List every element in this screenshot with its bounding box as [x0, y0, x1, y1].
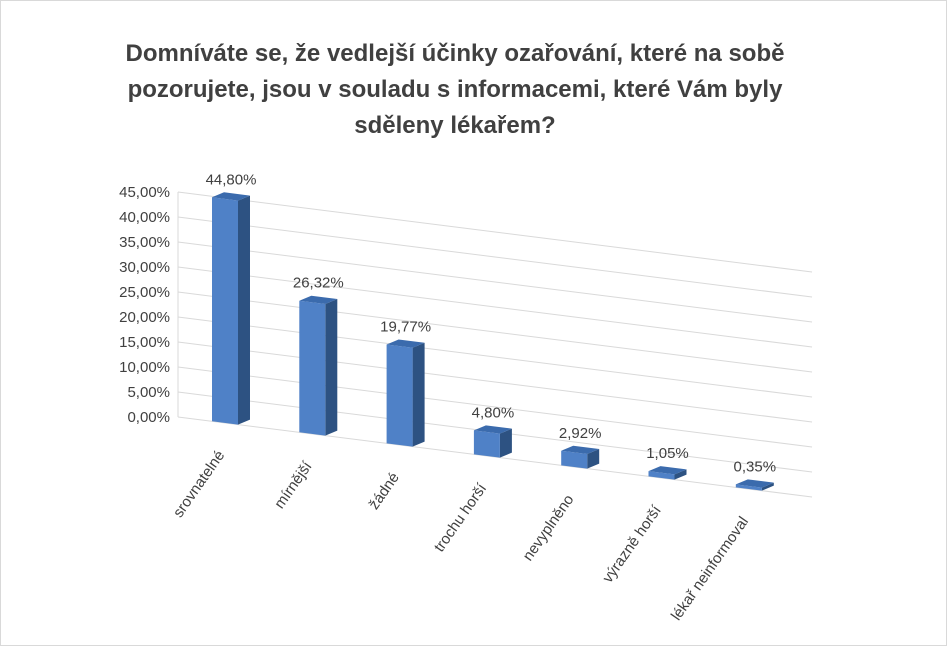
- category-label-3: trochu horší: [431, 480, 491, 555]
- bar-top-5: [648, 466, 687, 475]
- bar-front-4: [561, 450, 588, 469]
- gridline-6: [177, 266, 813, 348]
- bar-side-2: [412, 342, 425, 447]
- bar-3: [473, 425, 512, 458]
- bar-top-4: [561, 445, 600, 455]
- bar-side-3: [499, 428, 512, 458]
- bar-side-5: [674, 469, 687, 480]
- category-label-5: výrazně horší: [599, 502, 665, 586]
- bar-top-3: [473, 425, 512, 434]
- chart-title-line-2: pozorujete, jsou v souladu s informacemi…: [127, 76, 783, 103]
- data-label-1: 26,32%: [293, 275, 344, 292]
- y-tick-label-3: 15,00%: [119, 334, 170, 351]
- bars: [212, 192, 774, 491]
- bar-side-1: [325, 298, 338, 436]
- gridline-5: [177, 291, 813, 373]
- bar-side-6: [761, 482, 774, 491]
- y-tick-label-7: 35,00%: [119, 234, 170, 251]
- y-tick-label-6: 30,00%: [119, 259, 170, 276]
- bar-front-1: [299, 300, 326, 436]
- bar-top-6: [735, 479, 774, 488]
- bar-side-0: [238, 195, 250, 425]
- gridline-9: [177, 191, 813, 273]
- bar-6: [735, 479, 774, 491]
- chart-title-line-3: sděleny lékařem?: [354, 112, 556, 139]
- bar-front-0: [212, 197, 238, 425]
- y-axis-ticks: 0,00% 5,00% 10,00% 15,00% 20,00% 25,00% 30,00%…: [119, 184, 170, 426]
- bar-1: [299, 295, 338, 436]
- y-tick-label-0: 0,00%: [127, 409, 170, 426]
- gridline-7: [177, 241, 813, 323]
- y-tick-label-1: 5,00%: [127, 384, 170, 401]
- y-tick-label-4: 20,00%: [119, 309, 170, 326]
- bar-top-0: [212, 192, 250, 201]
- chart-title: Domníváte se, že vedlejší účinky ozařová…: [60, 36, 850, 144]
- gridline-4: [177, 316, 813, 398]
- y-tick-label-8: 40,00%: [119, 209, 170, 226]
- category-label-6: lékař neinformoval: [668, 514, 752, 624]
- bar-side-4: [587, 449, 600, 469]
- bar-top-2: [386, 339, 425, 348]
- gridline-8: [177, 216, 813, 298]
- data-label-2: 19,77%: [380, 318, 431, 335]
- category-label-1: mírnější: [271, 458, 316, 512]
- bar-5: [648, 466, 687, 480]
- bar-top-1: [299, 295, 338, 304]
- bar-front-5: [648, 471, 675, 480]
- data-label-0: 44,80%: [206, 171, 257, 188]
- chart-title-line-1: Domníváte se, že vedlejší účinky ozařová…: [125, 40, 785, 67]
- gridline-3: [177, 341, 813, 423]
- data-label-3: 4,80%: [472, 404, 515, 421]
- bar-4: [561, 445, 600, 469]
- category-label-4: nevyplněno: [520, 492, 578, 565]
- category-label-2: žádné: [366, 470, 403, 513]
- category-label-0: srovnatelné: [170, 447, 228, 520]
- y-tick-label-5: 25,00%: [119, 284, 170, 301]
- bar-front-6: [735, 484, 762, 491]
- data-label-4: 2,92%: [559, 425, 602, 442]
- data-labels: 44,80% 26,32% 19,77% 4,80% 2,92% 1,05% 0,35%: [206, 171, 777, 475]
- gridline-0: [177, 416, 813, 498]
- gridline-2: [177, 366, 813, 448]
- data-label-6: 0,35%: [734, 458, 777, 475]
- bar-2: [386, 339, 425, 447]
- bar-0: [212, 192, 250, 425]
- y-tick-label-9: 45,00%: [119, 184, 170, 201]
- bar-front-3: [473, 430, 500, 458]
- y-tick-label-2: 10,00%: [119, 359, 170, 376]
- data-label-5: 1,05%: [646, 445, 689, 462]
- bar-front-2: [386, 344, 413, 447]
- gridlines: [177, 191, 813, 498]
